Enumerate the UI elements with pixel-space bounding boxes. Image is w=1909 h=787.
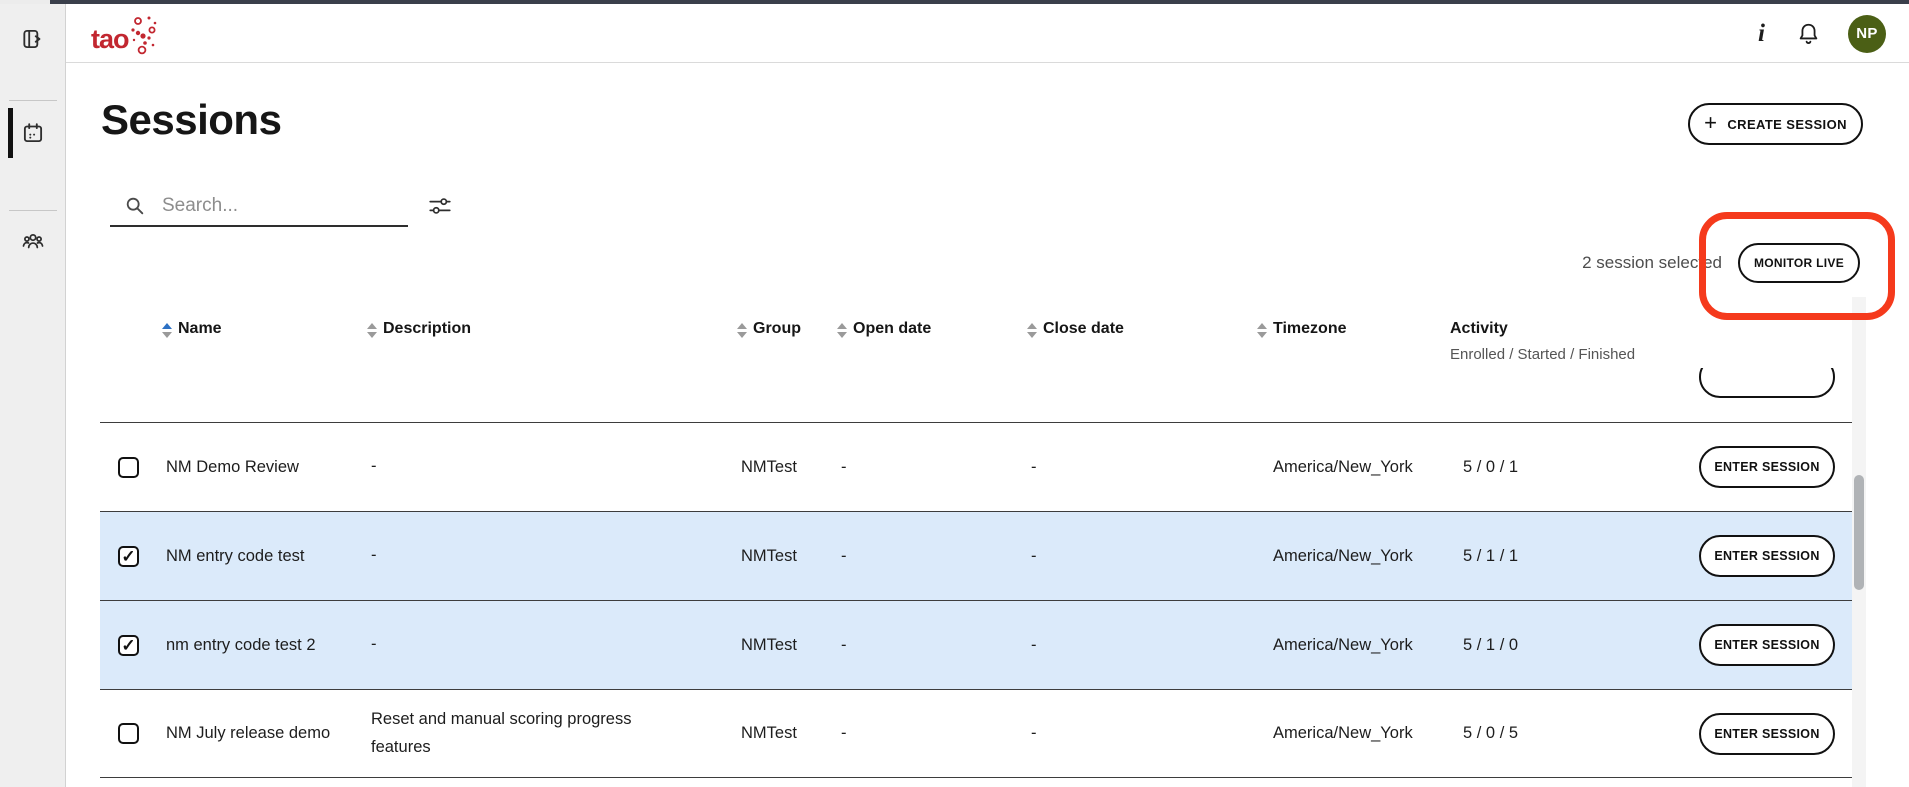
app-bar: tao i NP — [66, 4, 1909, 63]
window-top-strip-left — [0, 0, 50, 4]
row-checkbox[interactable] — [118, 723, 139, 744]
create-session-label: CREATE SESSION — [1727, 116, 1847, 132]
sidebar-active-indicator — [8, 108, 13, 158]
session-description: - — [371, 635, 377, 654]
plus-icon: + — [1704, 110, 1718, 135]
session-description: - — [371, 546, 377, 565]
session-activity: 5 / 1 / 0 — [1463, 635, 1519, 654]
session-timezone: America/New_York — [1273, 457, 1413, 476]
sidebar — [0, 4, 66, 787]
session-description: Reset and manual scoring progress featur… — [371, 710, 632, 756]
enter-session-button[interactable]: ENTER SESSION — [1699, 624, 1835, 666]
session-name: NM July release demo — [166, 724, 331, 742]
session-group: NMTest — [741, 724, 797, 742]
column-header-open-date[interactable]: Open date — [837, 302, 1027, 363]
sidebar-item-sessions[interactable] — [20, 120, 46, 146]
session-close-date: - — [1031, 457, 1037, 476]
sort-icon — [367, 323, 377, 338]
tao-logo-burst-icon — [130, 16, 156, 55]
column-header-description[interactable]: Description — [367, 302, 737, 363]
enter-session-button-clipped[interactable] — [1699, 368, 1835, 398]
panel-collapse-icon[interactable] — [20, 26, 46, 52]
monitor-live-label: MONITOR LIVE — [1753, 256, 1845, 270]
session-name: NM entry code test — [166, 546, 305, 565]
row-checkbox[interactable] — [118, 456, 139, 478]
search-field — [110, 189, 408, 227]
session-timezone: America/New_York — [1273, 724, 1413, 742]
session-description: - — [371, 457, 377, 476]
sort-icon — [1257, 323, 1267, 338]
column-header-name[interactable]: Name — [162, 302, 367, 363]
info-icon[interactable]: i — [1758, 20, 1765, 47]
table-row[interactable]: ✓ nm entry code test 2 - NMTest - - Amer… — [100, 600, 1852, 689]
session-close-date: - — [1031, 724, 1037, 742]
column-header-close-date[interactable]: Close date — [1027, 302, 1257, 363]
session-close-date: - — [1031, 546, 1037, 565]
table-row[interactable]: NM Demo Review - NMTest - - America/New_… — [100, 422, 1852, 511]
row-checkbox-checked[interactable]: ✓ — [118, 634, 139, 656]
session-timezone: America/New_York — [1273, 546, 1413, 565]
session-name: NM Demo Review — [166, 457, 299, 476]
sort-icon — [162, 323, 172, 338]
enter-session-button[interactable]: ENTER SESSION — [1699, 446, 1835, 488]
session-group: NMTest — [741, 546, 797, 565]
table-scrollbar-thumb[interactable] — [1854, 475, 1864, 590]
header-spacer — [100, 302, 162, 363]
session-name: nm entry code test 2 — [166, 635, 316, 654]
sidebar-divider — [9, 100, 57, 101]
session-open-date: - — [841, 635, 847, 654]
sort-icon — [1027, 323, 1037, 338]
table-scrollbar-track[interactable] — [1852, 297, 1866, 787]
notifications-icon[interactable] — [1795, 20, 1822, 47]
sidebar-item-groups[interactable] — [20, 228, 46, 254]
sort-icon — [737, 323, 747, 338]
table-rows: NM Demo Review - NMTest - - America/New_… — [100, 368, 1852, 787]
session-activity: 5 / 0 / 1 — [1463, 457, 1519, 476]
avatar[interactable]: NP — [1848, 14, 1886, 53]
tao-logo[interactable]: tao — [91, 14, 163, 58]
filter-icon[interactable] — [427, 193, 453, 219]
sort-icon — [837, 323, 847, 338]
selected-count-label: 2 session selected — [1582, 253, 1722, 272]
session-open-date: - — [841, 457, 847, 476]
session-activity: 5 / 1 / 1 — [1463, 546, 1519, 565]
window-top-strip — [0, 0, 1909, 4]
monitor-live-button[interactable]: MONITOR LIVE — [1738, 243, 1860, 283]
header-actions-spacer — [1682, 302, 1852, 363]
page-title: Sessions — [101, 96, 282, 143]
enter-session-button[interactable]: ENTER SESSION — [1699, 712, 1835, 755]
table-row[interactable]: ✓ NM entry code test - NMTest - - Americ… — [100, 511, 1852, 600]
column-header-activity: Activity Enrolled / Started / Finished — [1450, 302, 1682, 363]
session-open-date: - — [841, 724, 847, 742]
search-input[interactable] — [110, 189, 408, 223]
column-header-timezone[interactable]: Timezone — [1257, 302, 1450, 363]
session-activity: 5 / 0 / 5 — [1463, 724, 1519, 742]
session-open-date: - — [841, 546, 847, 565]
column-header-group[interactable]: Group — [737, 302, 837, 363]
partially-scrolled-row — [100, 368, 1852, 422]
tao-logo-text: tao — [91, 24, 129, 54]
session-close-date: - — [1031, 635, 1037, 654]
row-checkbox-checked[interactable]: ✓ — [118, 545, 139, 567]
table-header: Name Description Group Open date Close d… — [100, 302, 1852, 363]
create-session-button[interactable]: + CREATE SESSION — [1688, 103, 1863, 145]
enter-session-button[interactable]: ENTER SESSION — [1699, 535, 1835, 577]
activity-subtitle: Enrolled / Started / Finished — [1450, 346, 1636, 363]
session-group: NMTest — [741, 457, 797, 476]
session-group: NMTest — [741, 635, 797, 654]
session-timezone: America/New_York — [1273, 635, 1413, 654]
sidebar-divider — [9, 210, 57, 211]
table-row[interactable]: NM July release demo Reset and manual sc… — [100, 689, 1852, 778]
